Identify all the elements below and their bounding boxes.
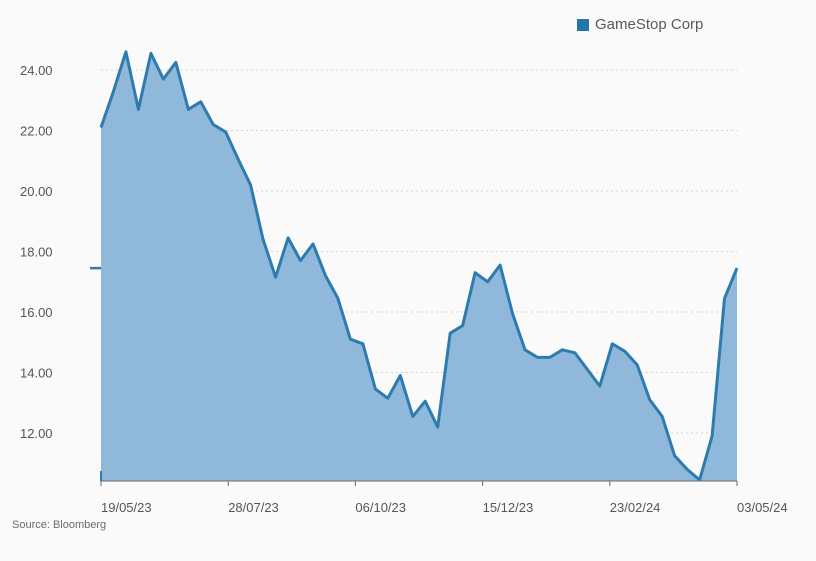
y-tick-label: 14.00: [20, 366, 53, 381]
legend-label: GameStop Corp: [595, 16, 704, 33]
x-tick-label: 15/12/23: [483, 500, 534, 515]
x-tick-label: 06/10/23: [355, 500, 406, 515]
series-line: [99, 50, 739, 482]
source-note: Source: Bloomberg: [12, 519, 107, 531]
y-tick-label: 22.00: [20, 124, 53, 139]
y-tick-label: 16.00: [20, 305, 53, 320]
y-tick-label: 18.00: [20, 245, 53, 260]
y-tick-label: 12.00: [20, 426, 53, 441]
legend-swatch: [577, 18, 589, 31]
x-tick-label: 28/07/23: [228, 500, 279, 515]
x-tick-label: 23/02/24: [610, 500, 661, 515]
y-tick-label: 20.00: [20, 184, 53, 199]
series-area: [101, 51, 737, 482]
y-tick-label: 24.00: [20, 63, 53, 78]
legend: GameStop Corp: [577, 16, 703, 33]
x-tick-label: 03/05/24: [737, 500, 788, 515]
x-tick-label: 19/05/23: [101, 500, 152, 515]
